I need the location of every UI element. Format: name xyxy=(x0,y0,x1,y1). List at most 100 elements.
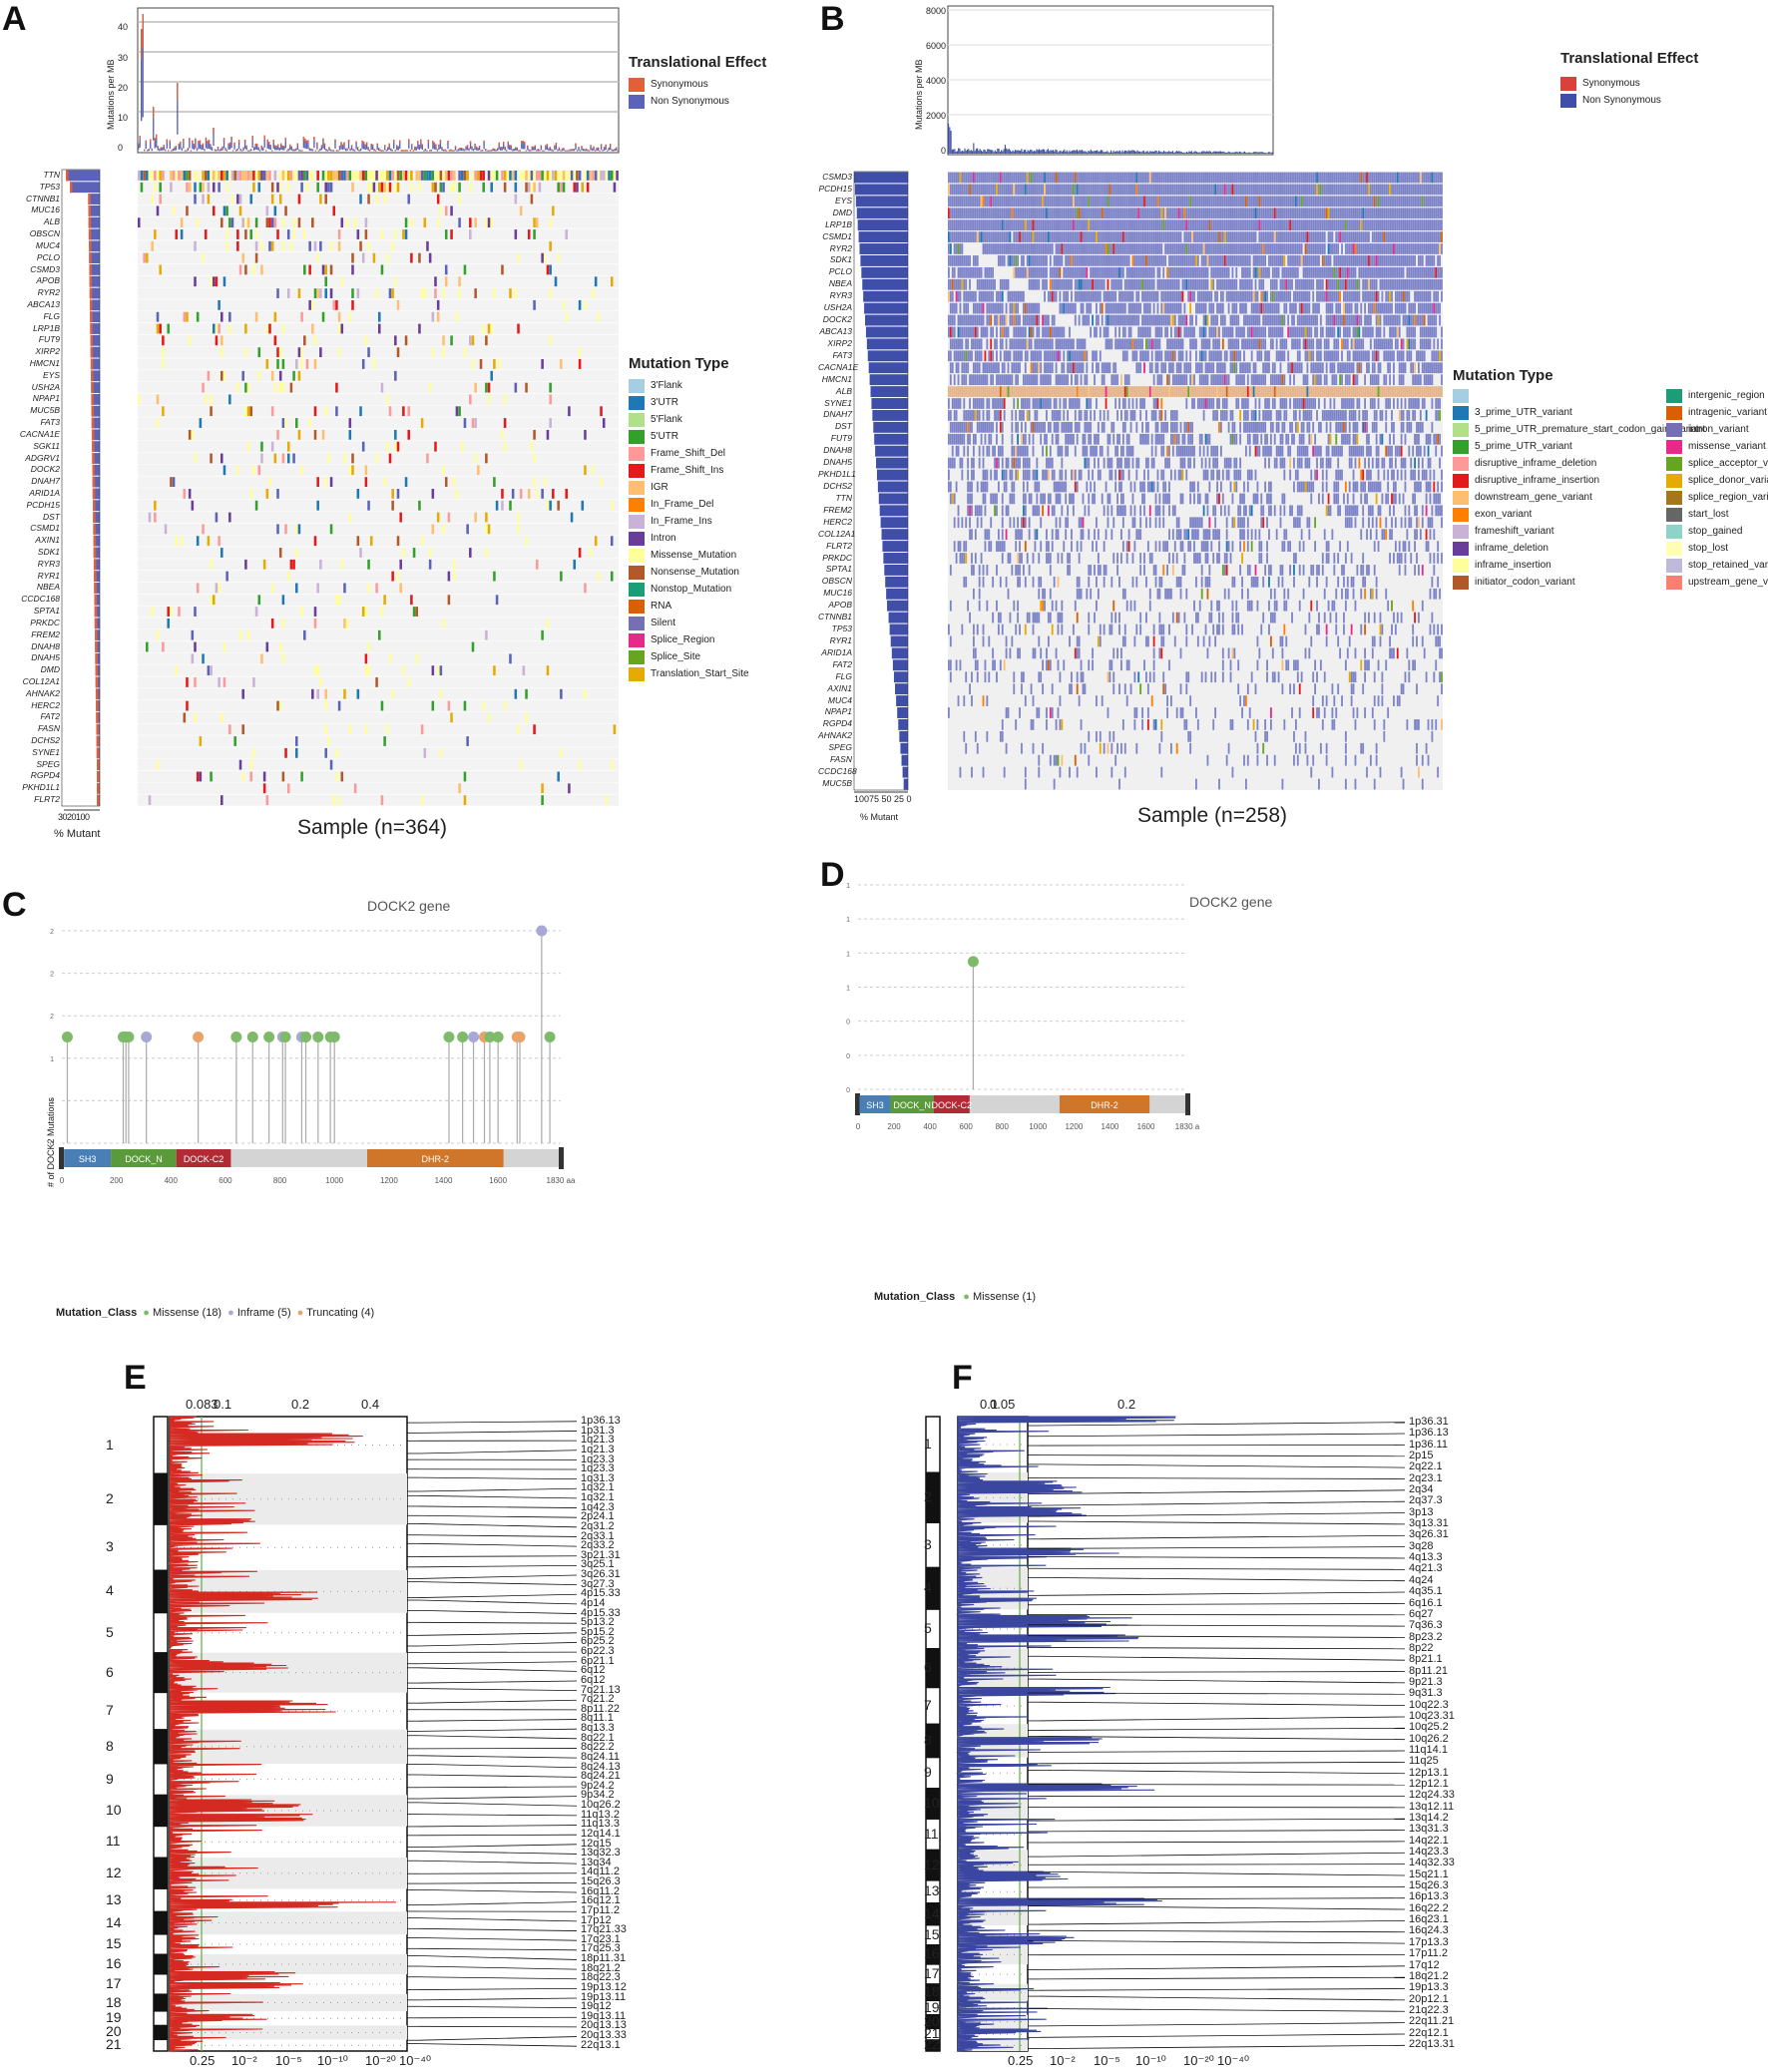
a-onco-cell xyxy=(262,559,266,570)
b-onco-cell xyxy=(1145,243,1147,254)
a-pct-bar xyxy=(90,346,100,358)
b-onco-cell xyxy=(1099,184,1102,196)
b-onco-cell xyxy=(1273,302,1276,314)
b-onco-cell xyxy=(1271,278,1274,290)
b-onco-cell xyxy=(1377,290,1380,302)
b-onco-cell xyxy=(1325,172,1328,184)
mutation-legend-item: Splice_Site xyxy=(629,648,749,665)
b-tmb-bar xyxy=(1003,149,1005,154)
a-onco-cell xyxy=(343,453,346,464)
b-onco-cell xyxy=(1055,207,1058,219)
b-onco-cell xyxy=(1337,207,1340,219)
b-onco-cell xyxy=(1333,219,1336,231)
b-onco-cell xyxy=(1427,207,1430,219)
b-onco-cell xyxy=(1001,290,1004,302)
b-onco-cell xyxy=(1227,266,1230,278)
b-onco-cell xyxy=(1223,255,1226,266)
b-onco-cell xyxy=(1055,278,1058,290)
b-onco-cell xyxy=(1021,207,1023,219)
a-onco-cell xyxy=(284,524,287,535)
a-onco-cell xyxy=(391,171,394,181)
b-onco-cell xyxy=(1252,266,1255,278)
b-onco-cell xyxy=(1096,231,1098,242)
b-onco-cell xyxy=(1364,219,1367,231)
b-onco-cell xyxy=(1053,266,1056,278)
b-onco-cell xyxy=(1312,243,1315,254)
b-onco-cell xyxy=(1406,278,1409,290)
a-onco-cell xyxy=(367,194,370,205)
b-onco-cell xyxy=(1099,231,1102,242)
b-onco-cell xyxy=(1298,172,1301,184)
b-onco-cell xyxy=(1034,243,1037,254)
a-onco-cell xyxy=(388,653,392,664)
a-onco-cell xyxy=(154,512,157,523)
b-onco-cell xyxy=(1373,196,1376,207)
b-onco-cell xyxy=(1368,243,1370,254)
b-onco-cell xyxy=(1114,231,1117,242)
b-onco-cell xyxy=(1408,278,1411,290)
a-onco-cell xyxy=(383,194,386,205)
b-onco-cell xyxy=(1135,278,1138,290)
b-onco-cell xyxy=(1195,184,1197,196)
a-tmb-bar-syn xyxy=(198,141,200,144)
b-tmb-bar xyxy=(1270,152,1272,154)
b-onco-cell xyxy=(955,184,958,196)
a-onco-cell xyxy=(560,747,563,758)
a-onco-cell xyxy=(265,206,269,216)
b-onco-cell xyxy=(992,172,995,184)
b-onco-cell xyxy=(1086,255,1089,266)
b-onco-cell xyxy=(1269,184,1272,196)
b-onco-cell xyxy=(969,219,971,231)
a-onco-cell xyxy=(156,206,160,216)
a-tmb-bar xyxy=(557,149,559,152)
b-onco-cell xyxy=(1312,196,1315,207)
b-onco-cell xyxy=(1350,266,1353,278)
a-pct-bar-syn xyxy=(93,512,96,523)
b-onco-cell xyxy=(992,290,995,302)
b-onco-cell xyxy=(1101,184,1104,196)
b-onco-cell xyxy=(1250,196,1253,207)
b-onco-cell xyxy=(1143,266,1145,278)
b-onco-cell xyxy=(1120,302,1122,314)
a-tmb-bar-syn xyxy=(169,140,171,144)
b-onco-cell xyxy=(1243,207,1245,219)
b-onco-cell xyxy=(1269,278,1272,290)
b-onco-cell xyxy=(1191,278,1193,290)
b-onco-cell xyxy=(1072,219,1075,231)
b-onco-cell xyxy=(972,302,975,314)
b-onco-cell xyxy=(1427,278,1430,290)
b-onco-cell xyxy=(990,278,993,290)
b-onco-cell xyxy=(1300,302,1303,314)
a-onco-cell xyxy=(218,299,221,310)
a-tmb-bar-syn xyxy=(466,145,469,147)
a-tmb-bar-syn xyxy=(555,143,558,146)
a-tmb-bar xyxy=(308,148,311,152)
b-onco-cell xyxy=(1396,184,1399,196)
b-onco-cell xyxy=(1156,290,1159,302)
b-onco-cell xyxy=(1088,231,1091,242)
b-onco-cell xyxy=(1348,255,1351,266)
a-onco-cell xyxy=(241,217,244,228)
b-tmb-bar xyxy=(1090,149,1092,154)
a-tmb-bar-syn xyxy=(281,145,283,148)
a-tmb-bar xyxy=(442,149,445,152)
b-onco-cell xyxy=(1416,278,1418,290)
b-onco-cell xyxy=(1108,184,1111,196)
b-onco-cell xyxy=(1009,196,1012,207)
b-onco-cell xyxy=(1333,207,1336,219)
b-onco-cell xyxy=(1196,219,1199,231)
b-onco-cell xyxy=(999,278,1002,290)
a-pct-bar xyxy=(93,559,100,571)
b-onco-cell xyxy=(957,278,960,290)
b-tmb-bar xyxy=(1189,152,1191,154)
a-onco-cell xyxy=(557,171,560,181)
b-onco-cell xyxy=(1057,219,1060,231)
b-onco-cell xyxy=(1369,255,1372,266)
b-onco-cell xyxy=(1086,290,1089,302)
b-onco-cell xyxy=(974,302,977,314)
b-tmb-bar xyxy=(1049,151,1051,154)
a-onco-cell xyxy=(321,311,325,322)
b-onco-cell xyxy=(1350,290,1353,302)
b-onco-cell xyxy=(959,266,962,278)
b-onco-cell xyxy=(1017,219,1020,231)
